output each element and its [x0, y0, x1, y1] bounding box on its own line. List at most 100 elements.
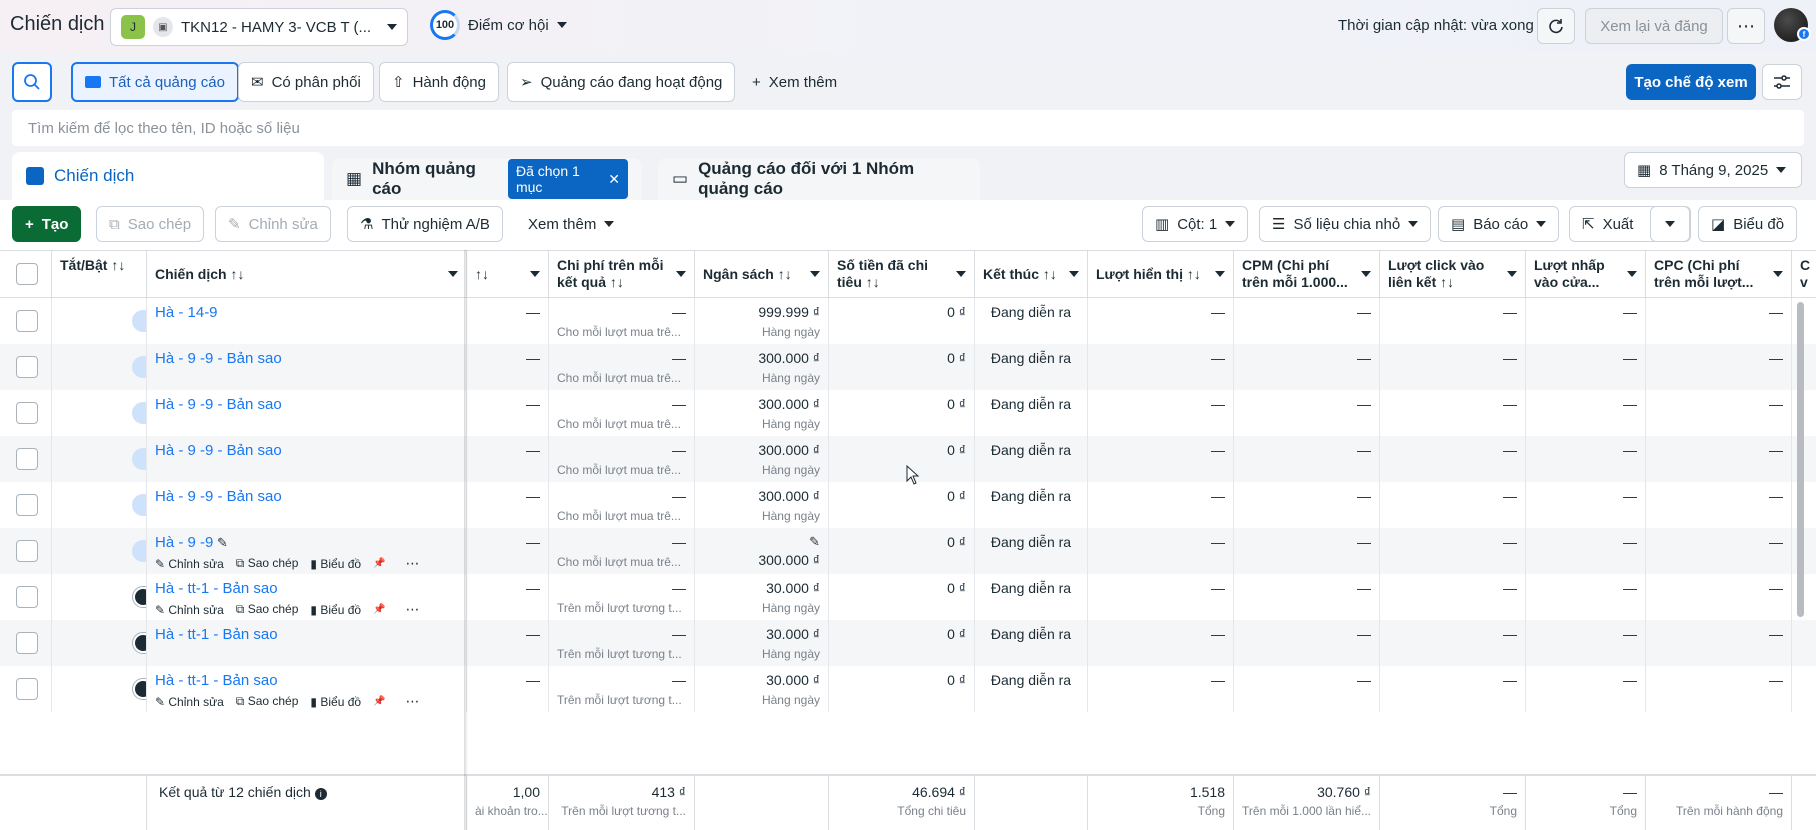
table-row[interactable]: Hà - 9 -9 ✎ ✎ Chỉnh sửa ⧉ Sao chép ▮ Biểu đ… — [0, 528, 1816, 574]
columns-button[interactable]: ▥ Cột: 1 — [1142, 206, 1249, 242]
row-chart-action[interactable]: ▮ Biểu đồ — [310, 602, 362, 617]
col-shop-clicks[interactable]: Lượt nhấp vào cửa... — [1526, 251, 1646, 299]
tab-adsets[interactable]: ▦ Nhóm quảng cáo Đã chọn 1 mục ✕ — [332, 158, 642, 200]
chevron-down-icon[interactable] — [956, 271, 966, 277]
row-chart-action[interactable]: ▮ Biểu đồ — [310, 694, 362, 709]
chevron-down-icon[interactable] — [530, 271, 540, 277]
tab-ads[interactable]: ▭ Quảng cáo đối với 1 Nhóm quảng cáo — [658, 158, 980, 200]
more-icon[interactable]: ⋯ — [405, 601, 420, 617]
charts-button[interactable]: ◪ Biểu đồ — [1698, 206, 1798, 242]
campaign-name-link[interactable]: Hà - 14-9 — [155, 304, 218, 321]
col-toggle[interactable]: Tắt/Bật ↑↓ — [52, 251, 147, 299]
filter-see-more[interactable]: + Xem thêm — [740, 62, 849, 102]
table-row[interactable]: Hà - tt-1 - Bản sao ✎ Chỉnh sửa ⧉ Sao chép… — [0, 574, 1816, 620]
campaign-toggle[interactable] — [132, 310, 146, 332]
reports-button[interactable]: ▤ Báo cáo — [1438, 206, 1560, 242]
row-checkbox[interactable] — [16, 586, 38, 608]
date-picker[interactable]: ▦ 8 Tháng 9, 2025 — [1624, 152, 1802, 188]
table-row[interactable]: Hà - 14-9 — — Cho mỗi lượt mua trê... 999.99… — [0, 298, 1816, 344]
filter-actions[interactable]: ⇧ Hành động — [379, 62, 499, 102]
row-edit-action[interactable]: ✎ Chỉnh sửa — [155, 694, 224, 709]
chevron-down-icon[interactable] — [1627, 271, 1637, 277]
campaign-name-link[interactable]: Hà - 9 -9 - Bản sao — [155, 350, 282, 367]
table-row[interactable]: Hà - 9 -9 - Bản sao — — Cho mỗi lượt mua tr… — [0, 482, 1816, 528]
info-icon[interactable]: i — [314, 788, 327, 800]
campaign-name-link[interactable]: Hà - tt-1 - Bản sao — [155, 626, 278, 643]
edit-button[interactable]: ✎ Chỉnh sửa — [215, 206, 331, 242]
row-checkbox[interactable] — [16, 402, 38, 424]
campaign-name-link[interactable]: Hà - 9 -9 — [155, 534, 214, 551]
campaign-toggle[interactable] — [132, 586, 146, 608]
campaign-name-link[interactable]: Hà - tt-1 - Bản sao — [155, 580, 278, 597]
more-icon[interactable]: ⋯ — [405, 693, 420, 709]
campaign-toggle[interactable] — [132, 632, 146, 654]
search-input[interactable]: Tìm kiếm để lọc theo tên, ID hoặc số liệ… — [12, 110, 1804, 146]
campaign-toggle[interactable] — [132, 494, 146, 516]
row-edit-action[interactable]: ✎ Chỉnh sửa — [155, 556, 224, 571]
row-duplicate-action[interactable]: ⧉ Sao chép — [235, 602, 299, 616]
col-ends[interactable]: Kết thúc ↑↓ — [975, 251, 1088, 299]
search-button[interactable] — [12, 62, 52, 102]
col-amount-spent[interactable]: Số tiền đã chi tiêu ↑↓ — [829, 251, 975, 299]
campaign-name-link[interactable]: Hà - tt-1 - Bản sao — [155, 672, 278, 689]
col-cpm[interactable]: CPM (Chi phí trên mỗi 1.000... — [1234, 251, 1380, 299]
filter-all-ads[interactable]: Tất cả quảng cáo — [71, 62, 239, 102]
create-button[interactable]: + Tạo — [12, 206, 82, 242]
col-results[interactable]: ↑↓ — [467, 251, 549, 299]
filter-has-delivery[interactable]: ✉ Có phân phối — [238, 62, 374, 102]
account-selector[interactable]: J ▣ TKN12 - HAMY 3- VCB T (... — [110, 8, 408, 46]
campaign-toggle[interactable] — [132, 402, 146, 424]
pencil-icon[interactable]: ✎ — [809, 534, 820, 549]
more-options-button[interactable]: ⋯ — [1727, 8, 1765, 44]
chevron-down-icon[interactable] — [1773, 271, 1783, 277]
row-checkbox[interactable] — [16, 310, 38, 332]
view-settings-button[interactable] — [1762, 64, 1802, 100]
export-menu-button[interactable] — [1650, 206, 1690, 242]
opportunity-score[interactable]: 100 Điểm cơ hội — [430, 10, 567, 40]
row-duplicate-action[interactable]: ⧉ Sao chép — [235, 556, 299, 570]
review-publish-button[interactable]: Xem lại và đăng — [1585, 8, 1723, 44]
table-row[interactable]: Hà - tt-1 - Bản sao ✎ Chỉnh sửa ⧉ Sao chép… — [0, 666, 1816, 712]
table-row[interactable]: Hà - tt-1 - Bản sao — — Trên mỗi lượt tương… — [0, 620, 1816, 666]
refresh-button[interactable] — [1537, 8, 1575, 44]
toolbar-see-more[interactable]: Xem thêm — [516, 206, 626, 242]
selected-chip[interactable]: Đã chọn 1 mục ✕ — [507, 159, 628, 199]
chevron-down-icon[interactable] — [448, 271, 458, 277]
vertical-scrollbar[interactable] — [1797, 302, 1804, 617]
select-all-checkbox[interactable] — [16, 263, 38, 285]
row-checkbox[interactable] — [16, 356, 38, 378]
chevron-down-icon[interactable] — [676, 271, 686, 277]
pin-icon[interactable]: 📌 — [373, 558, 386, 569]
more-icon[interactable]: ⋯ — [405, 555, 420, 571]
chevron-down-icon[interactable] — [1069, 271, 1079, 277]
col-budget[interactable]: Ngân sách ↑↓ — [695, 251, 829, 299]
ab-test-button[interactable]: ⚗ Thử nghiệm A/B — [347, 206, 503, 242]
tab-campaigns[interactable]: Chiến dịch — [12, 152, 324, 200]
col-impressions[interactable]: Lượt hiển thị ↑↓ — [1088, 251, 1234, 299]
create-view-button[interactable]: Tạo chế độ xem — [1626, 64, 1756, 100]
pencil-icon[interactable]: ✎ — [213, 535, 228, 550]
campaign-toggle[interactable] — [132, 448, 146, 470]
chevron-down-icon[interactable] — [810, 271, 820, 277]
pin-icon[interactable]: 📌 — [373, 696, 386, 707]
campaign-toggle[interactable] — [132, 356, 146, 378]
col-cpc[interactable]: CPC (Chi phí trên mỗi lượt... — [1646, 251, 1792, 299]
chevron-down-icon[interactable] — [1361, 271, 1371, 277]
duplicate-button[interactable]: ⧉ Sao chép — [96, 206, 205, 242]
pin-icon[interactable]: 📌 — [373, 604, 386, 615]
row-duplicate-action[interactable]: ⧉ Sao chép — [235, 694, 299, 708]
col-cost-per-result[interactable]: Chi phí trên mỗi kết quả ↑↓ — [549, 251, 695, 299]
close-icon[interactable]: ✕ — [608, 170, 620, 187]
row-chart-action[interactable]: ▮ Biểu đồ — [310, 556, 362, 571]
row-checkbox[interactable] — [16, 448, 38, 470]
chevron-down-icon[interactable] — [1507, 271, 1517, 277]
filter-active-ads[interactable]: ➢ Quảng cáo đang hoạt động — [507, 62, 736, 102]
row-checkbox[interactable] — [16, 494, 38, 516]
campaign-toggle[interactable] — [132, 540, 146, 562]
table-row[interactable]: Hà - 9 -9 - Bản sao — — Cho mỗi lượt mua tr… — [0, 344, 1816, 390]
campaign-name-link[interactable]: Hà - 9 -9 - Bản sao — [155, 396, 282, 413]
chevron-down-icon[interactable] — [1215, 271, 1225, 277]
row-edit-action[interactable]: ✎ Chỉnh sửa — [155, 602, 224, 617]
row-checkbox[interactable] — [16, 678, 38, 700]
breakdown-button[interactable]: ☰ Số liệu chia nhỏ — [1259, 206, 1432, 242]
